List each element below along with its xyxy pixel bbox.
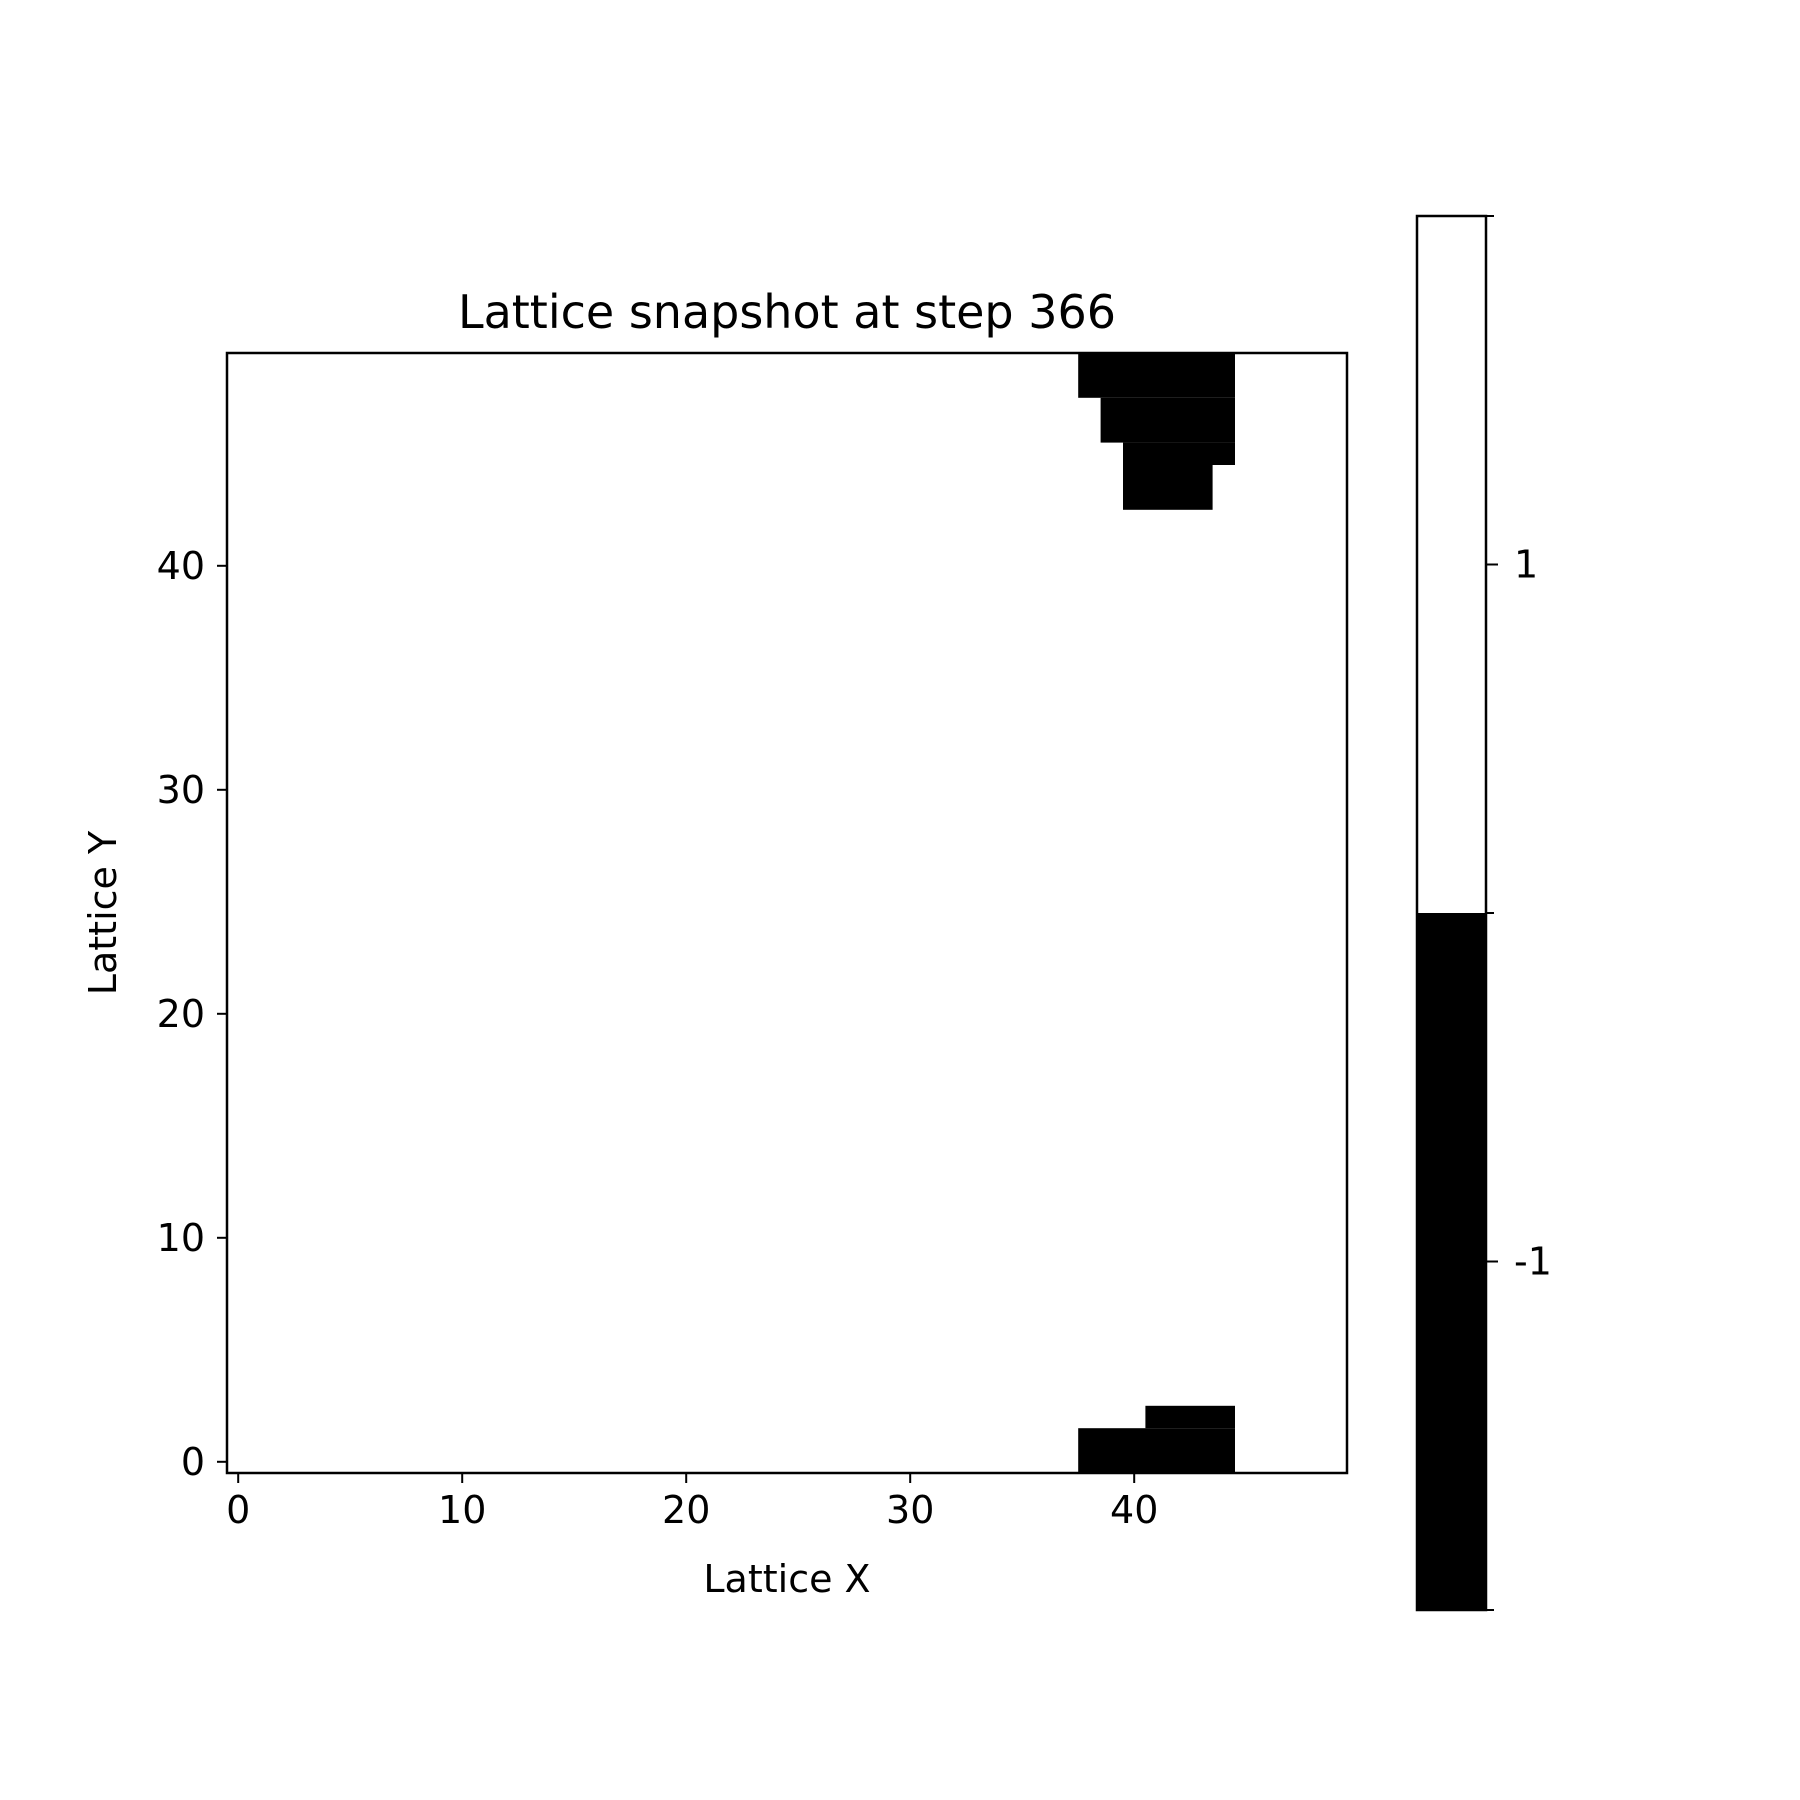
y-axis-ticks: 0 10 20 30 40	[157, 544, 227, 1484]
x-tick-label: 30	[886, 1488, 934, 1532]
y-tick-label: 20	[157, 992, 205, 1036]
colorbar-tick-label: -1	[1514, 1240, 1552, 1284]
chart-title: Lattice snapshot at step 366	[458, 285, 1116, 339]
y-tick-label: 0	[181, 1440, 205, 1484]
colorbar-tick-label: 1	[1514, 543, 1538, 587]
y-tick-label: 40	[157, 544, 205, 588]
plot-frame	[225, 351, 1349, 1475]
lattice-cells	[1078, 353, 1235, 1473]
x-tick-label: 10	[438, 1488, 486, 1532]
y-tick-label: 30	[157, 768, 205, 812]
lattice-region-1	[1100, 397, 1235, 443]
lattice-region-2	[1123, 442, 1235, 465]
lattice-region-3	[1123, 465, 1213, 510]
y-tick-label: 10	[157, 1216, 205, 1260]
y-axis-label: Lattice Y	[81, 830, 125, 995]
colorbar-ticks: 1 -1	[1486, 215, 1552, 1611]
lattice-region-4	[1145, 1405, 1235, 1429]
plot-area: 0 10 20 30 40 0 10 20 30 40	[157, 351, 1349, 1532]
x-axis-label: Lattice X	[703, 1557, 870, 1601]
x-tick-label: 40	[1110, 1488, 1158, 1532]
x-tick-label: 0	[226, 1488, 250, 1532]
x-tick-label: 20	[662, 1488, 710, 1532]
x-axis-ticks: 0 10 20 30 40	[226, 1473, 1158, 1532]
lattice-region-5	[1078, 1428, 1235, 1473]
lattice-region-0	[1078, 353, 1235, 398]
colorbar-segment-negative	[1417, 913, 1486, 1610]
plot-background	[227, 353, 1347, 1473]
colorbar: 1 -1	[1415, 214, 1552, 1612]
colorbar-segment-positive	[1417, 216, 1486, 913]
